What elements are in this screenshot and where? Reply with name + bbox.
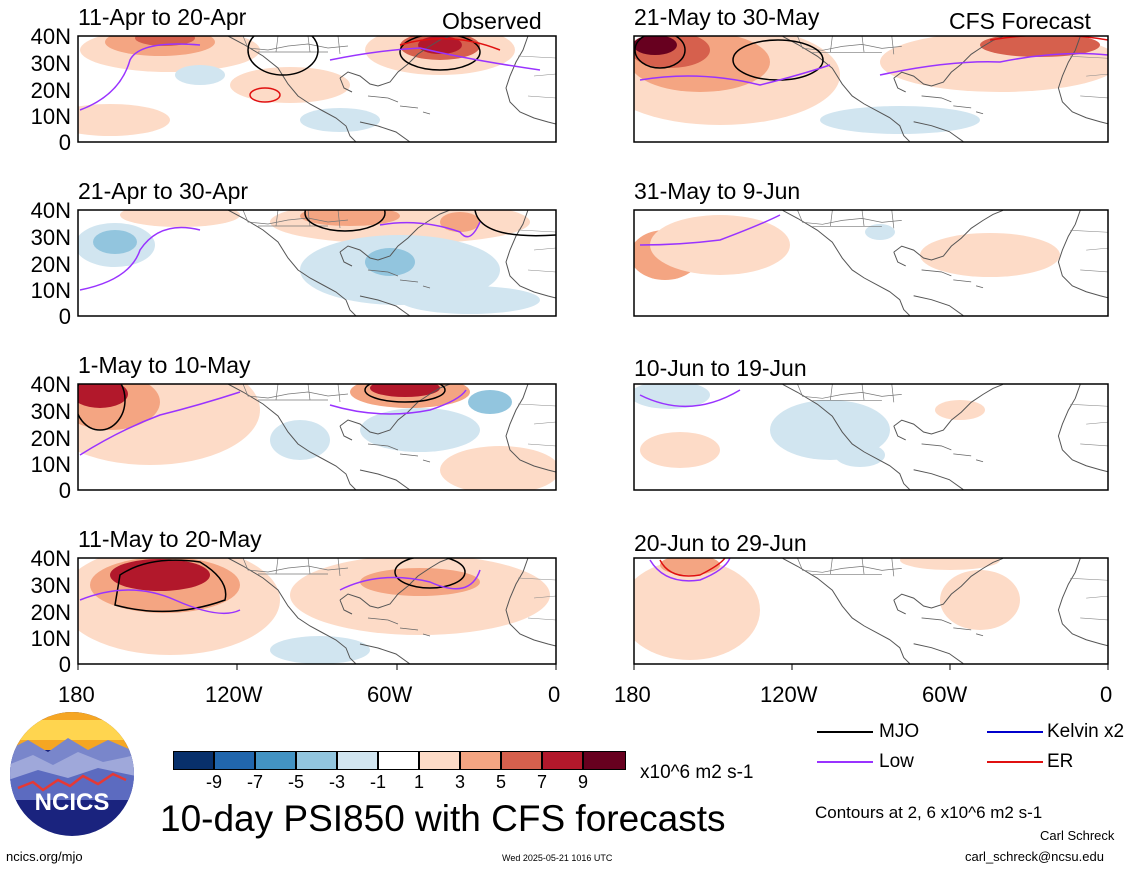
ncics-logo: NCICS <box>10 712 134 836</box>
colorbar-cell <box>378 751 419 770</box>
lat-label: 0 <box>58 130 71 155</box>
map-obs2 <box>78 210 556 316</box>
legend-label: ER <box>1047 751 1074 772</box>
legend-label: MJO <box>879 721 920 742</box>
site-url: ncics.org/mjo <box>6 849 83 864</box>
lat-label: 40N <box>30 546 71 571</box>
colorbar-cell <box>337 751 378 770</box>
colorbar-tick: -5 <box>287 772 304 792</box>
lat-label: 30N <box>30 399 71 424</box>
colorbar-tick: -1 <box>369 772 386 792</box>
lon-label: 180 <box>614 682 651 707</box>
colorbar-tick: -3 <box>328 772 345 792</box>
lat-label: 40N <box>30 372 71 397</box>
contours-note: Contours at 2, 6 x10^6 m2 s-1 <box>815 803 1043 822</box>
legend-label: Low <box>879 751 914 772</box>
legend-line-mjo <box>817 731 873 733</box>
panel-title: 21-May to 30-May <box>634 4 820 30</box>
panel-title: 1-May to 10-May <box>78 352 251 378</box>
lon-label: 0 <box>1100 682 1113 707</box>
panel-title: 20-Jun to 29-Jun <box>634 530 807 556</box>
lat-label: 0 <box>58 652 71 677</box>
lat-label: 10N <box>30 278 71 303</box>
colorbar-tick: 7 <box>536 772 547 792</box>
lat-label: 10N <box>30 626 71 651</box>
lat-label: 0 <box>58 304 71 329</box>
panel-group-label: Observed <box>442 8 542 34</box>
map-obs4 <box>78 558 556 664</box>
lon-label: 60W <box>922 682 968 707</box>
lat-label: 30N <box>30 573 71 598</box>
lon-label: 180 <box>58 682 95 707</box>
lat-label: 20N <box>30 600 71 625</box>
colorbar-tick: 9 <box>577 772 588 792</box>
colorbar-units: x10^6 m2 s-1 <box>640 762 754 783</box>
legend-line-low <box>817 761 873 763</box>
colorbar-cell <box>542 751 583 770</box>
figure-title: 10-day PSI850 with CFS forecasts <box>160 798 726 839</box>
colorbar-tick: -7 <box>246 772 263 792</box>
lat-label: 40N <box>30 24 71 49</box>
colorbar-tick: 3 <box>454 772 465 792</box>
author: Carl Schreck <box>1040 828 1115 843</box>
lon-label: 60W <box>367 682 413 707</box>
lat-label: 10N <box>30 104 71 129</box>
map-fc2 <box>634 210 1108 316</box>
map-obs1 <box>78 36 556 142</box>
lat-label: 40N <box>30 198 71 223</box>
colorbar-cell <box>419 751 460 770</box>
author-email: carl_schreck@ncsu.edu <box>965 849 1104 864</box>
colorbar-cell <box>296 751 337 770</box>
lat-label: 20N <box>30 252 71 277</box>
legend-label: Kelvin x2 <box>1047 721 1125 742</box>
lat-label: 10N <box>30 452 71 477</box>
colorbar-tick: 1 <box>413 772 424 792</box>
colorbar-tick: 5 <box>495 772 506 792</box>
legend-line-kelvin <box>987 731 1043 733</box>
lat-label: 0 <box>58 478 71 503</box>
colorbar-cell <box>214 751 255 770</box>
panel-title: 10-Jun to 19-Jun <box>634 355 807 381</box>
lon-label: 120W <box>760 682 818 707</box>
lat-label: 20N <box>30 78 71 103</box>
map-fc3 <box>634 384 1108 490</box>
colorbar-cell <box>501 751 542 770</box>
lat-label: 20N <box>30 426 71 451</box>
maps-svg <box>77 35 1109 670</box>
map-fc1 <box>634 36 1108 142</box>
lon-label: 0 <box>548 682 561 707</box>
lat-label: 30N <box>30 51 71 76</box>
legend-line-er <box>987 761 1043 763</box>
logo-text: NCICS <box>35 789 110 816</box>
colorbar-cell <box>460 751 501 770</box>
map-obs3 <box>78 384 556 490</box>
colorbar-cell <box>583 751 626 770</box>
map-fc4 <box>634 558 1108 664</box>
lon-label: 120W <box>205 682 263 707</box>
panel-group-label: CFS Forecast <box>949 8 1091 34</box>
panel-title: 11-Apr to 20-Apr <box>78 4 247 30</box>
panel-title: 31-May to 9-Jun <box>634 178 801 204</box>
panel-title: 11-May to 20-May <box>78 526 262 552</box>
colorbar-cell <box>173 751 214 770</box>
timestamp: Wed 2025-05-21 1016 UTC <box>502 853 613 863</box>
colorbar-cell <box>255 751 296 770</box>
colorbar-tick: -9 <box>205 772 222 792</box>
panel-title: 21-Apr to 30-Apr <box>78 178 249 204</box>
lat-label: 30N <box>30 225 71 250</box>
